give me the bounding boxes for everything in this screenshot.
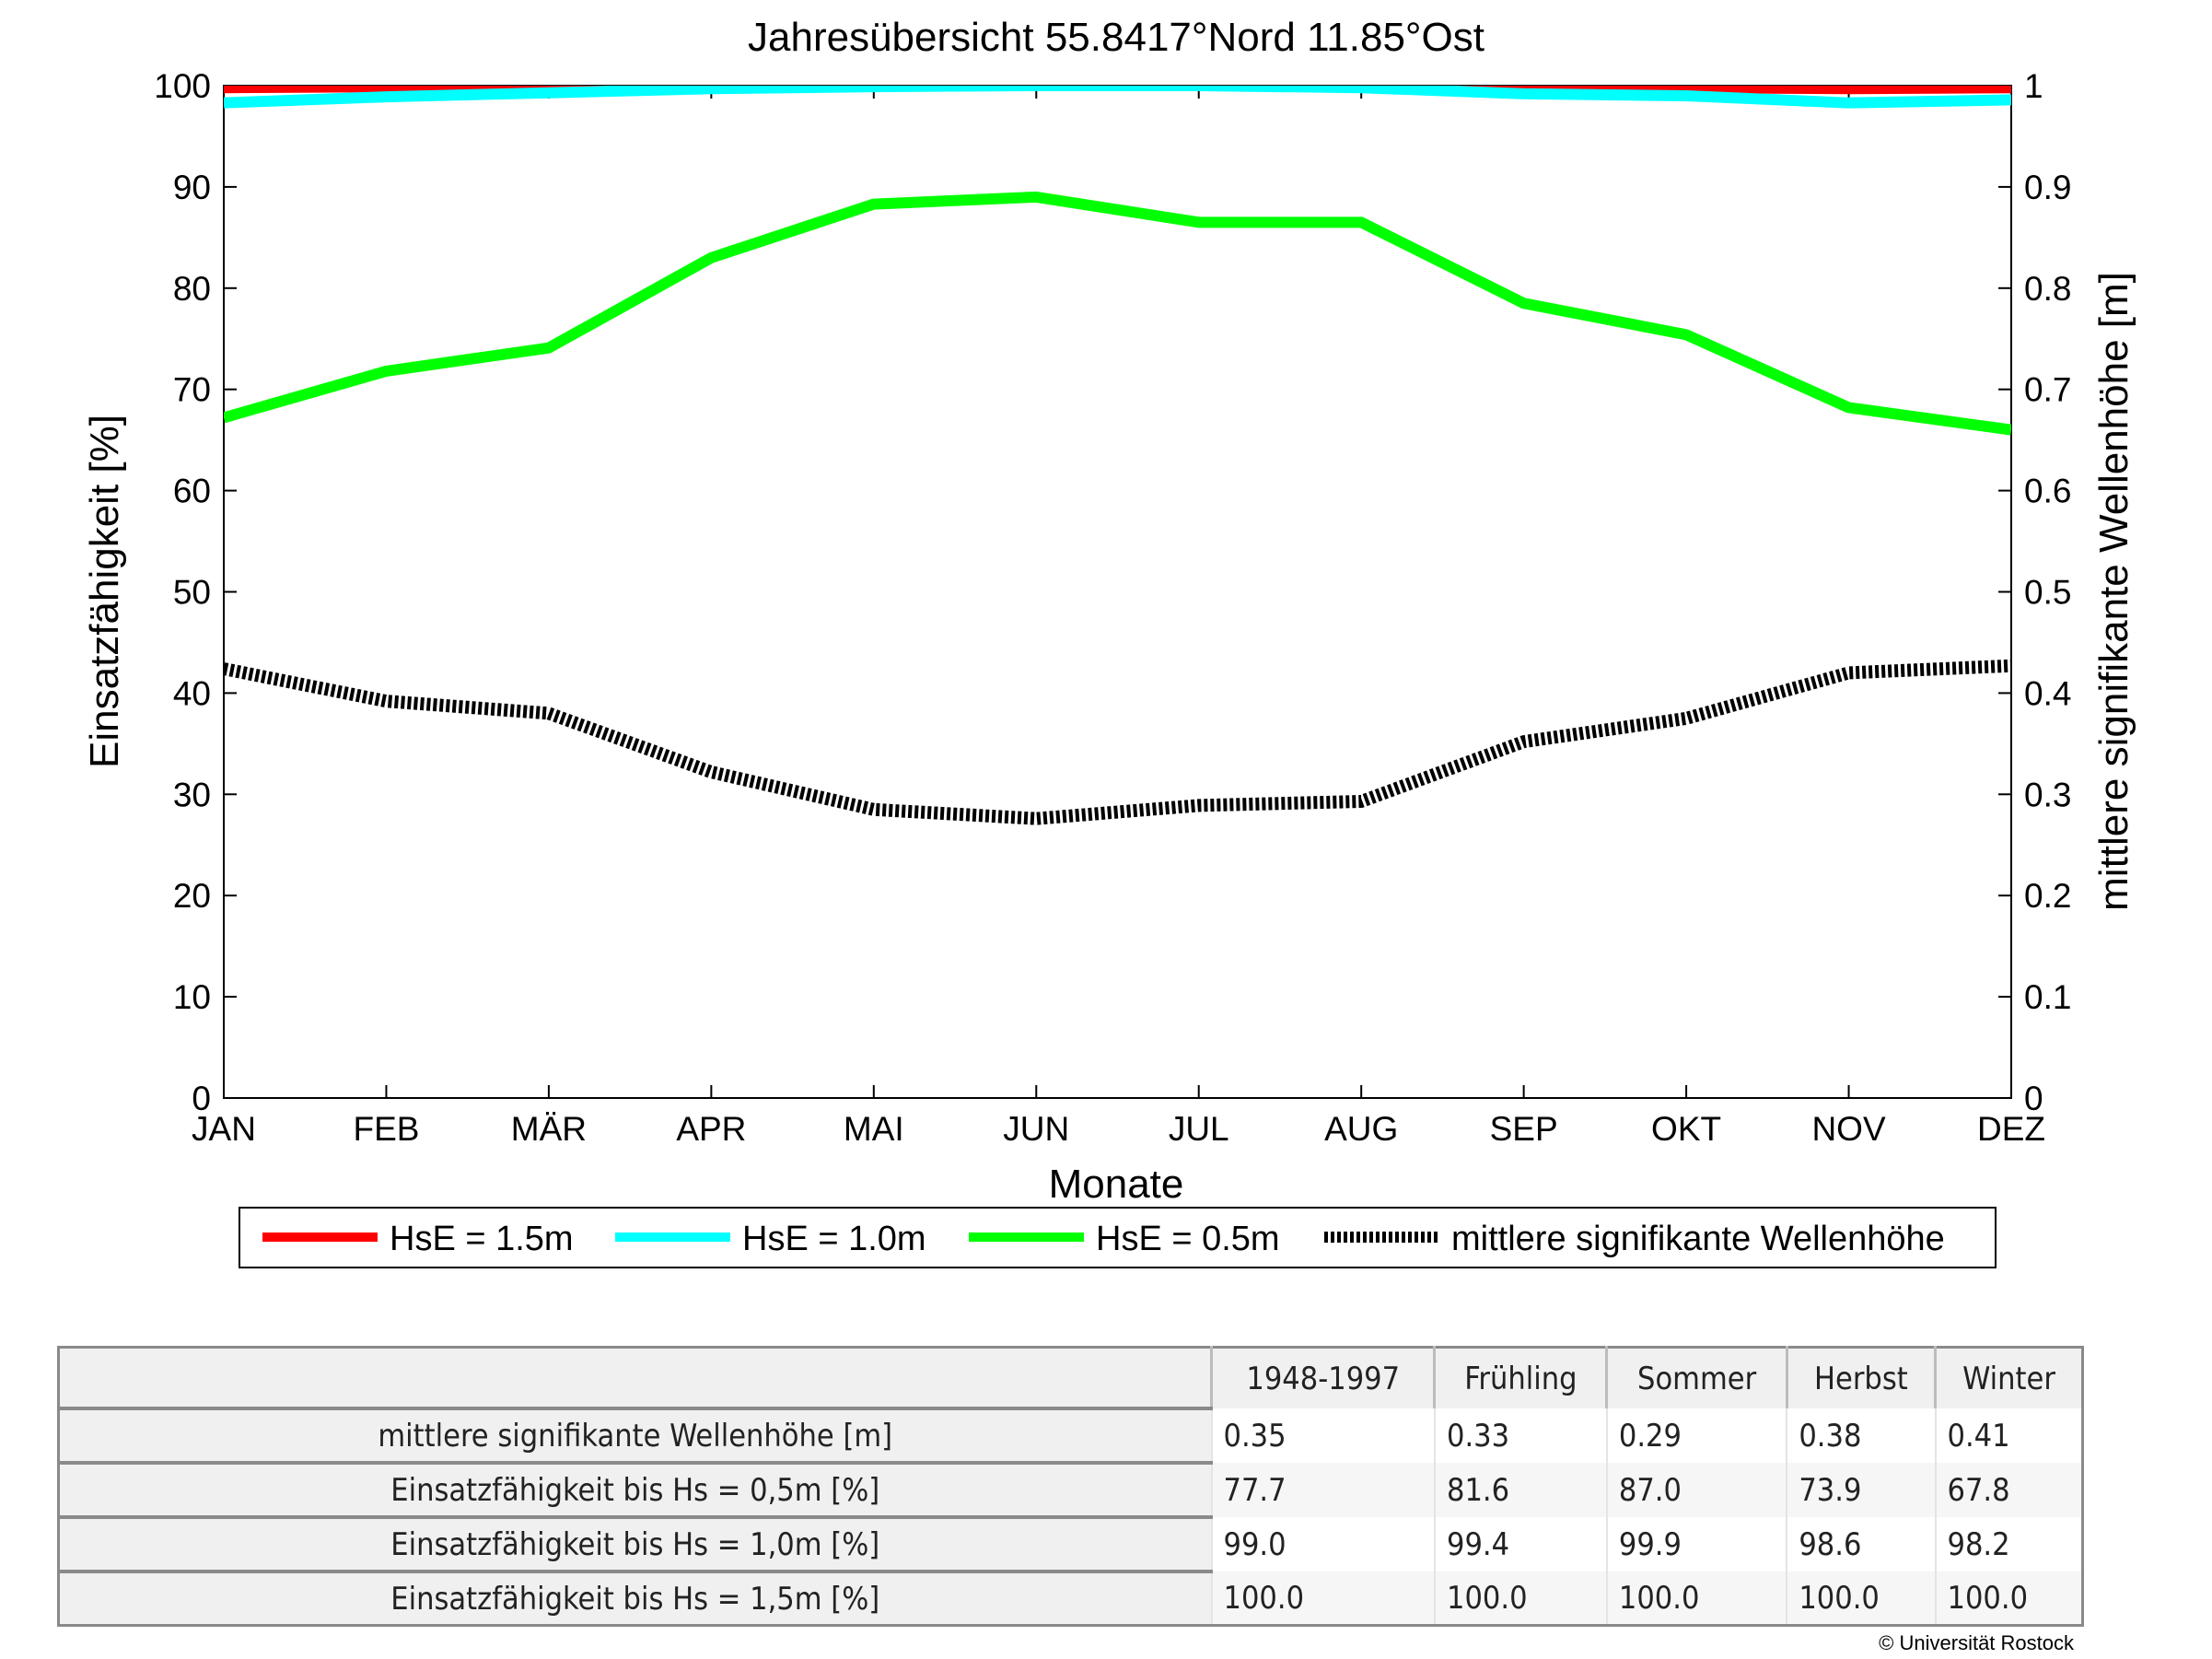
legend-item: HsE = 1.5m	[262, 1220, 574, 1258]
legend-label: HsE = 0.5m	[1096, 1220, 1280, 1258]
y-tick-right-label: 0.7	[2024, 371, 2071, 409]
table-row: Einsatzfähigkeit bis Hs = 1,5m [%] 100.0 1…	[58, 1570, 2083, 1626]
legend-label: HsE = 1.0m	[742, 1220, 926, 1258]
x-tick-label: SEP	[1490, 1110, 1558, 1148]
y-tick-label: 70	[173, 371, 211, 409]
series-line-1	[224, 86, 2011, 109]
y-tick-right-label: 0.2	[2024, 877, 2071, 915]
legend-item: mittlere signifikante Wellenhöhe	[1324, 1220, 1945, 1258]
x-tick-label: APR	[676, 1110, 746, 1148]
table-cell: 0.41	[1934, 1408, 2083, 1463]
row-label: Einsatzfähigkeit bis Hs = 0,5m [%]	[58, 1461, 1212, 1517]
table-cell: 73.9	[1786, 1463, 1936, 1517]
x-axis-label: Monate	[1049, 1162, 1184, 1207]
table-row: mittlere signifikante Wellenhöhe [m] 0.35…	[58, 1407, 2083, 1463]
y-tick-right-label: 0.5	[2024, 574, 2071, 612]
table-header: Winter	[1934, 1347, 2083, 1408]
table-cell: 100.0	[1210, 1571, 1435, 1626]
y-tick-right-label: 1	[2024, 67, 2043, 105]
table-cell: 0.35	[1210, 1408, 1435, 1463]
copyright: © Universität Rostock	[1879, 1631, 2074, 1654]
x-tick-label: FEB	[353, 1110, 419, 1148]
table-cell: 87.0	[1605, 1463, 1787, 1517]
legend: HsE = 1.5m HsE = 1.0m HsE = 0.5m mittlere s…	[239, 1207, 1997, 1268]
y-tick-label: 40	[173, 674, 211, 712]
y-tick-right-label: 0.4	[2024, 674, 2071, 712]
y-tick-label: 100	[154, 67, 211, 105]
table-header: Frühling	[1433, 1347, 1607, 1408]
legend-label: HsE = 1.5m	[390, 1220, 574, 1258]
y-tick-label: 20	[173, 877, 211, 915]
row-label: Einsatzfähigkeit bis Hs = 1,0m [%]	[58, 1515, 1212, 1571]
table-cell: 98.6	[1786, 1517, 1936, 1571]
table-cell: 98.2	[1934, 1517, 2083, 1571]
series-line-0	[224, 86, 2011, 95]
x-tick-label: NOV	[1811, 1110, 1886, 1148]
table-header: 1948-1997	[1209, 1347, 1435, 1408]
x-tick-label: MAI	[844, 1110, 904, 1148]
x-tick-label: OKT	[1651, 1110, 1721, 1148]
table-cell: 77.7	[1210, 1463, 1435, 1517]
table-cell: 67.8	[1934, 1463, 2083, 1517]
legend-item: HsE = 1.0m	[615, 1220, 926, 1258]
y-tick-label: 50	[173, 574, 211, 612]
summary-table: 1948-1997 Frühling Sommer Herbst Winter …	[57, 1346, 2084, 1627]
legend-box	[239, 1207, 1997, 1268]
y-tick-label: 10	[173, 978, 211, 1016]
series-line-2	[224, 191, 2011, 436]
y-tick-label: 60	[173, 473, 211, 510]
table-row: Einsatzfähigkeit bis Hs = 0,5m [%] 77.7 81…	[58, 1461, 2083, 1517]
plot-frame	[223, 85, 2012, 1099]
y-axis-label: Einsatzfähigkeit [%]	[82, 415, 127, 768]
y-tick-right-label: 0.9	[2024, 169, 2071, 206]
table-cell: 81.6	[1433, 1463, 1607, 1517]
chart-title: Jahresübersicht 55.8417°Nord 11.85°Ost	[748, 15, 1484, 60]
legend-item: HsE = 0.5m	[969, 1220, 1280, 1258]
y-tick-right-label: 0.3	[2024, 776, 2071, 813]
table-cell: 99.9	[1605, 1517, 1787, 1571]
y-tick-label: 0	[192, 1080, 211, 1117]
plot-area: 0 0 10 0.1 20 0.2 30 0.3 40 0.4 50 0.5 60 0.6 70 0.7 80 0…	[154, 67, 2071, 1148]
table-cell: 0.33	[1433, 1408, 1607, 1463]
legend-label: mittlere signifikante Wellenhöhe	[1451, 1220, 1945, 1258]
table-header-row: 1948-1997 Frühling Sommer Herbst Winter	[58, 1347, 2083, 1408]
chart: Jahresübersicht 55.8417°Nord 11.85°Ost 0…	[82, 15, 2136, 1268]
y-tick-right-label: 0.1	[2024, 978, 2071, 1016]
y-tick-label: 80	[173, 270, 211, 308]
table-cell: 100.0	[1605, 1571, 1787, 1626]
x-tick-label: JAN	[192, 1110, 256, 1148]
table-cell: 100.0	[1934, 1571, 2083, 1626]
y-tick-right-label: 0	[2024, 1080, 2043, 1117]
series-line-3	[224, 659, 2011, 825]
table-corner	[58, 1347, 1212, 1408]
table-header: Sommer	[1605, 1347, 1787, 1408]
table-cell: 0.38	[1786, 1408, 1936, 1463]
row-label: mittlere signifikante Wellenhöhe [m]	[58, 1407, 1212, 1463]
y-axis-right-label: mittlere signifikante Wellenhöhe [m]	[2091, 272, 2136, 911]
x-tick-label: JUN	[1003, 1110, 1069, 1148]
table-cell: 0.29	[1605, 1408, 1787, 1463]
row-label: Einsatzfähigkeit bis Hs = 1,5m [%]	[58, 1570, 1212, 1626]
x-tick-label: AUG	[1324, 1110, 1398, 1148]
y-tick-right-label: 0.8	[2024, 270, 2071, 308]
table-cell: 100.0	[1433, 1571, 1607, 1626]
table-cell: 99.0	[1210, 1517, 1435, 1571]
table-header: Herbst	[1785, 1347, 1936, 1408]
y-tick-label: 30	[173, 776, 211, 813]
y-tick-label: 90	[173, 169, 211, 206]
x-tick-label: MÄR	[511, 1110, 587, 1148]
x-tick-label: JUL	[1169, 1110, 1229, 1148]
x-tick-label: DEZ	[1977, 1110, 2045, 1148]
table-cell: 100.0	[1786, 1571, 1936, 1626]
y-tick-right-label: 0.6	[2024, 473, 2071, 510]
table-row: Einsatzfähigkeit bis Hs = 1,0m [%] 99.0 99…	[58, 1515, 2083, 1571]
table-cell: 99.4	[1433, 1517, 1607, 1571]
